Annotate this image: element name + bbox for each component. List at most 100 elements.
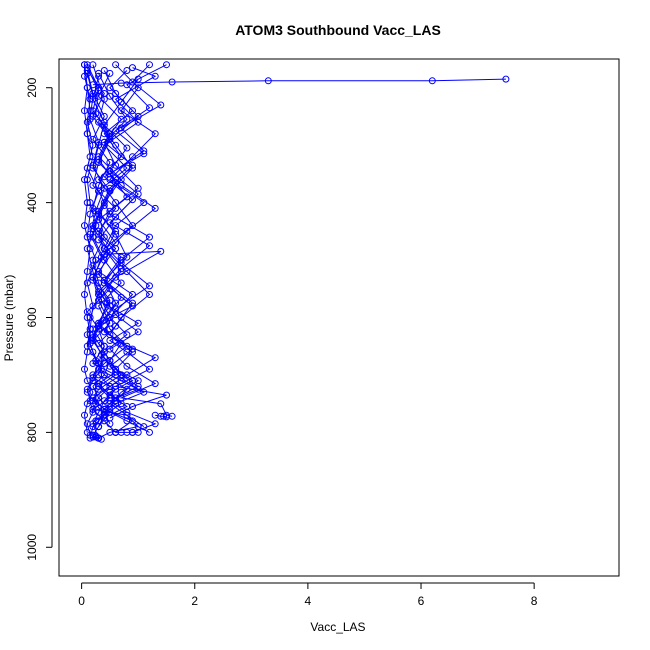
data-point: [89, 302, 97, 310]
data-point: [81, 176, 88, 184]
data-point: [89, 112, 97, 120]
series-line: [83, 64, 94, 433]
data-point: [100, 138, 108, 146]
data-point: [83, 400, 91, 408]
data-point: [106, 420, 114, 428]
data-point: [89, 61, 97, 69]
data-point: [134, 428, 142, 436]
data-layer: [81, 61, 510, 443]
series-line: [92, 78, 506, 86]
data-point: [89, 388, 97, 396]
data-point: [123, 342, 131, 350]
data-point: [83, 130, 91, 138]
data-point: [95, 207, 103, 215]
data-point: [89, 225, 97, 232]
data-point: [163, 413, 170, 421]
data-point: [106, 167, 114, 175]
data-point: [168, 78, 176, 86]
data-point: [428, 77, 436, 85]
data-point: [123, 193, 131, 201]
data-point: [146, 282, 153, 290]
data-point: [134, 75, 142, 83]
data-point: [86, 210, 94, 218]
data-point: [123, 268, 131, 275]
data-point: [106, 92, 114, 100]
y-tick-label: 1000: [25, 534, 39, 561]
y-axis: 200 400 600 800 1000: [25, 77, 53, 561]
data-point: [112, 179, 120, 186]
chart-title: ATOM3 Southbound Vacc_LAS: [235, 22, 441, 38]
data-point: [129, 196, 136, 204]
data-point: [163, 61, 170, 69]
data-point: [100, 328, 108, 336]
data-point: [106, 69, 114, 77]
data-point: [86, 153, 94, 161]
data-point: [264, 77, 272, 85]
data-point: [129, 153, 136, 161]
x-tick-label: 4: [305, 594, 312, 608]
data-point: [112, 222, 120, 230]
series-17: [95, 75, 159, 436]
data-point: [106, 184, 114, 192]
data-point: [100, 342, 108, 350]
data-point: [95, 227, 103, 235]
data-point: [117, 115, 125, 123]
data-point: [134, 84, 142, 92]
data-point: [106, 176, 114, 184]
data-point: [89, 325, 97, 333]
data-point: [117, 293, 125, 301]
data-point: [157, 247, 165, 255]
data-point: [123, 67, 131, 74]
x-tick-label: 8: [531, 594, 538, 608]
data-point: [117, 259, 125, 267]
data-point: [157, 400, 165, 408]
data-point: [83, 199, 91, 207]
data-point: [502, 75, 510, 83]
data-point: [83, 385, 91, 393]
series-20: [112, 428, 142, 436]
data-point: [117, 400, 125, 408]
plot-area: [58, 58, 620, 577]
x-axis-label: Vacc_LAS: [310, 620, 365, 634]
data-point: [151, 72, 159, 80]
data-point: [89, 181, 97, 189]
data-point: [89, 256, 97, 264]
series-line: [97, 64, 173, 417]
data-point: [100, 121, 108, 129]
data-point: [151, 380, 159, 388]
data-point: [134, 112, 142, 120]
data-point: [83, 377, 91, 385]
data-point: [112, 213, 120, 221]
data-point: [112, 230, 120, 238]
x-tick-label: 0: [78, 594, 85, 608]
data-point: [89, 164, 97, 172]
data-point: [100, 276, 108, 284]
data-point: [117, 339, 125, 347]
data-point: [112, 397, 120, 405]
data-point: [83, 279, 91, 287]
data-point: [146, 104, 153, 112]
data-point: [140, 199, 148, 207]
data-point: [134, 190, 142, 198]
data-point: [117, 79, 125, 87]
data-point: [89, 95, 97, 103]
data-point: [81, 411, 88, 419]
data-point: [123, 408, 131, 416]
y-tick-label: 400: [25, 192, 39, 212]
data-point: [89, 420, 97, 428]
series-10: [89, 75, 510, 89]
data-point: [157, 101, 165, 109]
data-point: [117, 314, 125, 321]
series-line: [86, 64, 146, 436]
data-point: [146, 242, 153, 250]
data-point: [95, 92, 103, 100]
data-point: [117, 98, 125, 106]
data-point: [83, 348, 91, 356]
data-point: [81, 222, 88, 230]
data-point: [117, 374, 125, 382]
data-point: [83, 69, 91, 77]
data-point: [134, 385, 142, 393]
data-point: [134, 377, 142, 385]
data-point: [140, 150, 148, 158]
data-point: [95, 187, 103, 195]
